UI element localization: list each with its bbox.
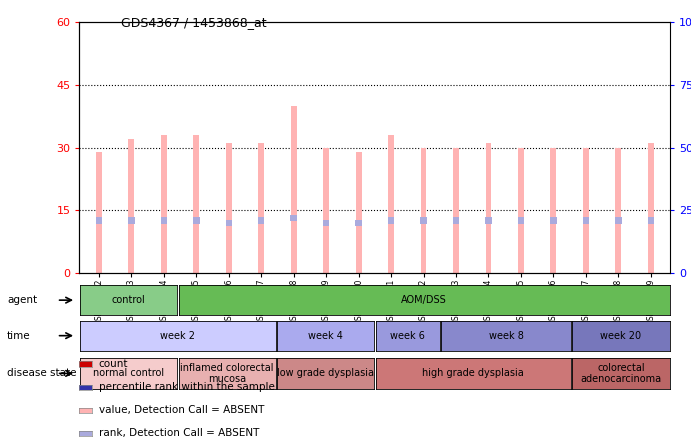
Bar	[323, 220, 330, 226]
Text: week 8: week 8	[489, 331, 524, 341]
Text: disease state: disease state	[7, 369, 77, 378]
Bar	[388, 135, 394, 273]
Text: normal control: normal control	[93, 369, 164, 378]
Text: week 2: week 2	[160, 331, 196, 341]
Text: time: time	[7, 331, 30, 341]
Bar	[486, 143, 491, 273]
Bar	[96, 217, 102, 223]
Bar	[550, 217, 557, 223]
Bar	[323, 148, 329, 273]
Text: colorectal
adenocarcinoma: colorectal adenocarcinoma	[580, 363, 661, 384]
Text: week 4: week 4	[308, 331, 343, 341]
Bar	[193, 135, 199, 273]
Bar	[583, 217, 589, 223]
Text: GDS4367 / 1453868_at: GDS4367 / 1453868_at	[121, 16, 267, 28]
Text: high grade dysplasia: high grade dysplasia	[422, 369, 524, 378]
Bar	[615, 217, 621, 223]
Bar	[648, 143, 654, 273]
Bar	[583, 148, 589, 273]
Bar	[96, 152, 102, 273]
Text: rank, Detection Call = ABSENT: rank, Detection Call = ABSENT	[99, 428, 259, 438]
Bar	[518, 217, 524, 223]
Bar	[356, 152, 361, 273]
Bar	[129, 217, 135, 223]
Bar	[225, 220, 232, 226]
Text: week 6: week 6	[390, 331, 425, 341]
Text: AOM/DSS: AOM/DSS	[401, 295, 447, 305]
Text: week 20: week 20	[600, 331, 642, 341]
Bar	[453, 148, 459, 273]
Bar	[616, 148, 621, 273]
Bar	[160, 217, 167, 223]
Bar	[226, 143, 231, 273]
Bar	[355, 220, 362, 226]
Bar	[258, 217, 265, 223]
Bar	[485, 217, 492, 223]
Bar	[258, 143, 264, 273]
Bar	[290, 215, 297, 221]
Text: value, Detection Call = ABSENT: value, Detection Call = ABSENT	[99, 405, 264, 415]
Text: count: count	[99, 359, 129, 369]
Bar	[291, 106, 296, 273]
Text: control: control	[112, 295, 146, 305]
Bar	[129, 139, 134, 273]
Bar	[647, 217, 654, 223]
Bar	[161, 135, 167, 273]
Bar	[421, 148, 426, 273]
Text: inflamed colorectal
mucosa: inflamed colorectal mucosa	[180, 363, 274, 384]
Bar	[453, 217, 460, 223]
Bar	[193, 217, 200, 223]
Bar	[551, 148, 556, 273]
Bar	[420, 217, 427, 223]
Text: agent: agent	[7, 295, 37, 305]
Text: percentile rank within the sample: percentile rank within the sample	[99, 382, 275, 392]
Text: low grade dysplasia: low grade dysplasia	[277, 369, 374, 378]
Bar	[518, 148, 524, 273]
Bar	[388, 217, 395, 223]
